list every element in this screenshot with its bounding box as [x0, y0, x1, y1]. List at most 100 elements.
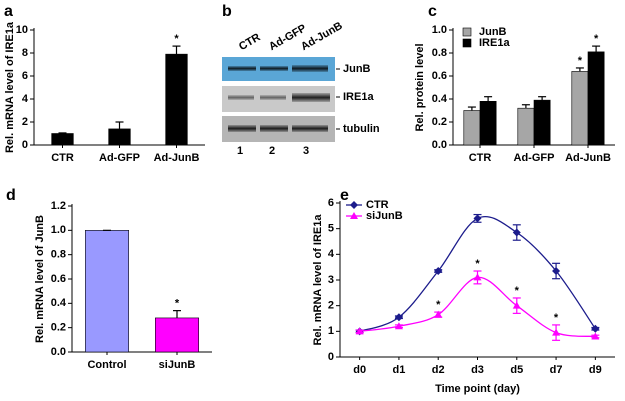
panel-letter: a	[4, 3, 13, 20]
bar	[463, 110, 481, 146]
x-axis-label: Time point (day)	[435, 383, 520, 395]
y-tick-label: 0	[22, 139, 28, 151]
lane-label: Ad-JunB	[299, 20, 345, 53]
y-tick-label: 0	[328, 351, 334, 363]
blot-band	[292, 65, 328, 72]
y-axis-label: Rel. mRNA level of JunB	[34, 215, 46, 343]
x-tick-label: d5	[510, 364, 523, 376]
blot-band	[228, 66, 256, 71]
point	[512, 228, 521, 237]
bar	[108, 128, 131, 146]
x-tick-label: Ad-GFP	[514, 152, 555, 164]
lane-number: 2	[269, 145, 275, 157]
y-tick-label: 8	[22, 47, 28, 59]
y-tick-label: 0.2	[432, 116, 447, 128]
point	[591, 332, 600, 340]
bar	[479, 101, 497, 146]
bar	[85, 230, 130, 353]
point	[394, 322, 403, 330]
point	[473, 273, 482, 281]
point	[552, 267, 561, 276]
point	[434, 310, 443, 318]
legend-label: siJunB	[366, 210, 403, 222]
point	[552, 328, 561, 336]
y-tick-label: 1	[328, 325, 334, 337]
annotation: *	[175, 298, 180, 310]
y-tick-label: 0.0	[432, 139, 447, 151]
y-tick-label: 1.0	[51, 224, 66, 236]
y-axis-label: Rel. mRNA level of IRE1a	[4, 21, 16, 153]
annotation: *	[436, 299, 441, 311]
panel-letter: d	[6, 187, 16, 204]
point	[512, 301, 521, 309]
annotation: *	[475, 258, 480, 270]
y-tick-label: 0.0	[51, 346, 66, 358]
panel-letter: e	[340, 187, 349, 204]
y-tick-label: 0.2	[51, 322, 66, 334]
y-tick-label: 10	[16, 24, 28, 36]
x-tick-label: CTR	[51, 152, 74, 164]
legend-marker	[350, 212, 358, 219]
legend-label: IRE1a	[479, 37, 510, 49]
y-tick-label: 5	[328, 223, 334, 235]
y-tick-label: 2	[328, 300, 334, 312]
point	[591, 324, 600, 333]
band-label: tubulin	[343, 123, 380, 135]
y-tick-label: 1.2	[51, 200, 66, 212]
y-axis-label: Rel. protein level	[414, 43, 426, 131]
y-tick-label: 6	[22, 70, 28, 82]
legend-swatch	[462, 27, 472, 37]
blot-panel: b CTR Ad-GFP Ad-JunB JunB IRE1a tubulin …	[222, 3, 380, 157]
blot-band	[260, 66, 288, 71]
blot-band	[228, 95, 254, 100]
annotation: *	[594, 33, 599, 45]
x-tick-label: CTR	[469, 152, 492, 164]
x-tick-label: d7	[550, 364, 563, 376]
x-tick-label: Ad-GFP	[99, 152, 140, 164]
annotation: *	[174, 33, 179, 45]
lane-number: 3	[303, 145, 309, 157]
bar	[587, 51, 605, 146]
y-tick-label: 4	[328, 248, 335, 260]
y-tick-label: 4	[22, 93, 29, 105]
y-tick-label: 0.4	[51, 297, 67, 309]
x-tick-label: siJunB	[159, 359, 196, 371]
bar	[533, 99, 551, 146]
band-label: JunB	[343, 63, 371, 75]
y-tick-label: 3	[328, 274, 334, 286]
annotation: *	[515, 285, 520, 297]
legend-swatch	[462, 38, 472, 48]
y-tick-label: 0.4	[432, 93, 448, 105]
legend-label: JunB	[479, 26, 507, 38]
panel-letter: c	[428, 3, 437, 20]
bar	[155, 317, 200, 353]
x-tick-label: d2	[432, 364, 445, 376]
point	[473, 214, 482, 223]
x-tick-label: Control	[87, 359, 126, 371]
legend-label: CTR	[366, 199, 389, 211]
point	[394, 313, 403, 322]
blot-band	[292, 93, 330, 102]
lane-number: 1	[237, 145, 243, 157]
bar	[517, 107, 535, 146]
bar	[571, 71, 589, 146]
y-tick-label: 0.6	[51, 273, 66, 285]
y-tick-label: 2	[22, 116, 28, 128]
panel-letter: b	[222, 3, 232, 20]
y-tick-label: 0.6	[432, 70, 447, 82]
y-tick-label: 6	[328, 197, 334, 209]
x-tick-label: d1	[393, 364, 406, 376]
legend-marker	[350, 201, 358, 209]
point	[434, 267, 443, 276]
band-label: IRE1a	[343, 91, 374, 103]
y-tick-label: 0.8	[51, 249, 66, 261]
y-axis-label: Rel. mRNA level of IRE1a	[312, 214, 324, 346]
x-tick-label: d0	[353, 364, 366, 376]
blot-band	[260, 125, 288, 132]
y-tick-label: 0.8	[432, 47, 447, 59]
blot-band	[260, 95, 286, 100]
blot-band	[292, 125, 328, 132]
x-tick-label: d9	[589, 364, 602, 376]
annotation: *	[578, 55, 583, 67]
